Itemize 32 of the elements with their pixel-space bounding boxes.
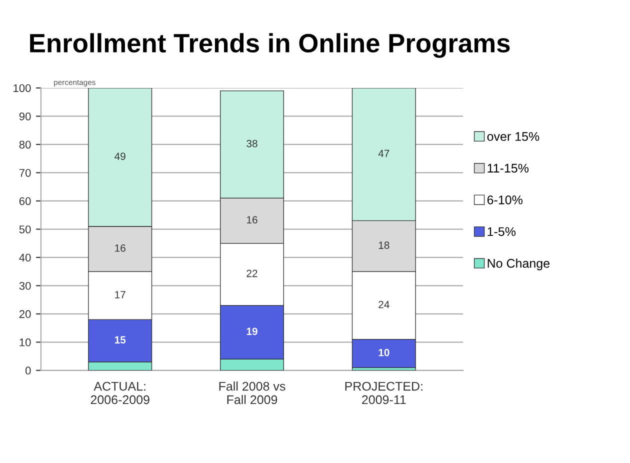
data-label: 19	[246, 328, 258, 336]
legend-label: 11-15%	[488, 164, 529, 173]
data-label: 17	[115, 291, 126, 298]
y-tick-label: 10	[20, 338, 31, 346]
y-tick-label: 40	[19, 254, 31, 262]
legend-label: 1-5%	[488, 227, 516, 236]
y-tick-label: 60	[19, 197, 31, 206]
data-label: 22	[246, 270, 258, 278]
legend-label: No Change	[488, 258, 550, 270]
data-label: 49	[114, 152, 126, 160]
y-tick-label: 50	[19, 225, 31, 234]
x-tick-label: Fall 2008 vs Fall 2009	[219, 382, 286, 404]
y-tick-label: 20	[19, 310, 31, 318]
legend-label: over 15%	[487, 132, 540, 141]
x-tick-label: PROJECTED: 2009-11	[345, 382, 422, 404]
data-label: 24	[378, 300, 390, 308]
x-tick-label: ACTUAL: 2006-2009	[90, 382, 150, 404]
y-tick-label: 100	[14, 84, 31, 92]
legend-label: 6-10%	[487, 195, 522, 204]
y-tick-label: 80	[19, 140, 31, 149]
y-tick-label: 30	[19, 282, 31, 290]
y-tick-label: 0	[25, 366, 31, 375]
data-label: 47	[378, 150, 390, 158]
data-label: 15	[114, 336, 126, 344]
data-label: 10	[378, 348, 390, 356]
data-label: 16	[247, 216, 258, 224]
data-label: 18	[378, 242, 390, 249]
data-label: 38	[246, 140, 258, 148]
y-tick-label: 90	[19, 112, 31, 120]
y-tick-label: 70	[19, 168, 31, 177]
data-label: 16	[115, 244, 126, 252]
chart-title: Enrollment Trends in Online Programs	[30, 33, 510, 58]
